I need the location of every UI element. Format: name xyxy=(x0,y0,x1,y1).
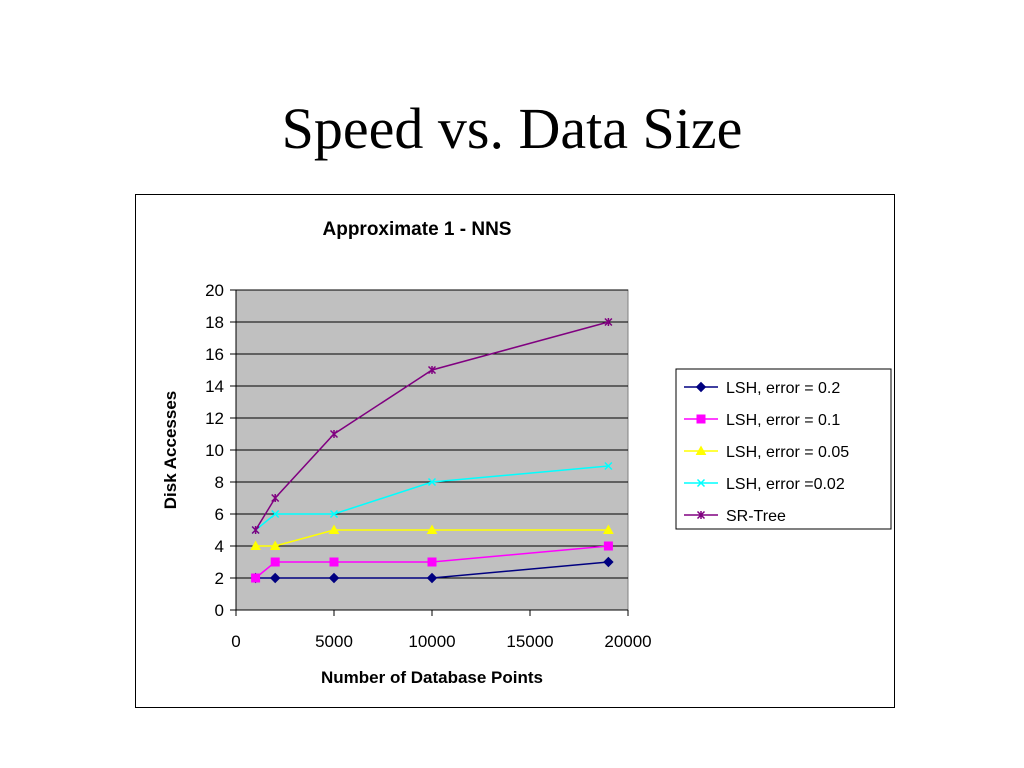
data-point xyxy=(251,573,261,583)
data-point xyxy=(426,572,438,584)
data-point xyxy=(269,572,281,584)
y-tick-label: 8 xyxy=(215,473,224,492)
x-tick-label: 15000 xyxy=(506,632,553,651)
legend-marker xyxy=(695,445,707,455)
y-axis-label: Disk Accesses xyxy=(161,391,180,509)
x-tick-label: 5000 xyxy=(315,632,353,651)
legend-label: LSH, error = 0.2 xyxy=(726,380,840,397)
y-tick-label: 18 xyxy=(205,313,224,332)
data-point xyxy=(269,540,281,550)
data-point xyxy=(329,429,339,439)
slide-title: Speed vs. Data Size xyxy=(281,96,743,161)
x-tick-label: 10000 xyxy=(408,632,455,651)
x-tick-label: 0 xyxy=(231,632,240,651)
data-point xyxy=(604,317,613,327)
chart-frame: Approximate 1 - NNS 0 2 4 6 8 10 12 14 16 18 20 0 500… xyxy=(135,194,895,708)
line-chart: Approximate 1 - NNS 0 2 4 6 8 10 12 14 16 18 20 0 500… xyxy=(161,219,892,687)
y-tick-label: 20 xyxy=(205,281,224,300)
x-axis-label: Number of Database Points xyxy=(321,668,543,687)
data-point xyxy=(427,365,437,375)
data-point xyxy=(329,557,339,567)
data-point xyxy=(603,541,613,551)
legend xyxy=(675,368,892,530)
legend-marker xyxy=(696,414,706,424)
y-tick-label: 10 xyxy=(205,441,224,460)
data-point xyxy=(427,477,437,487)
data-point xyxy=(328,572,340,584)
data-point xyxy=(329,509,339,519)
data-point xyxy=(251,525,260,535)
data-point xyxy=(604,461,613,471)
legend-marker xyxy=(696,478,706,488)
data-point xyxy=(270,557,280,567)
y-tick-label: 14 xyxy=(205,377,224,396)
legend-label: LSH, error = 0.05 xyxy=(726,444,849,461)
data-point xyxy=(426,524,438,534)
data-point xyxy=(603,556,614,568)
y-tick-label: 16 xyxy=(205,345,224,364)
data-point xyxy=(271,493,280,503)
y-tick-label: 6 xyxy=(215,505,224,524)
legend-marker xyxy=(695,381,707,393)
y-tick-label: 12 xyxy=(205,409,224,428)
y-tick-label: 0 xyxy=(215,601,224,620)
data-point xyxy=(250,540,261,550)
x-tick-label: 20000 xyxy=(604,632,651,651)
legend-marker xyxy=(696,510,706,520)
legend-label: SR-Tree xyxy=(726,508,786,525)
legend-label: LSH, error =0.02 xyxy=(726,476,845,493)
data-point xyxy=(427,557,437,567)
y-tick-label: 4 xyxy=(215,537,224,556)
data-point xyxy=(603,524,614,534)
y-tick-label: 2 xyxy=(215,569,224,588)
data-point xyxy=(328,524,340,534)
data-point xyxy=(271,509,280,519)
chart-title: Approximate 1 - NNS xyxy=(323,219,512,240)
legend-label: LSH, error = 0.1 xyxy=(726,412,840,429)
